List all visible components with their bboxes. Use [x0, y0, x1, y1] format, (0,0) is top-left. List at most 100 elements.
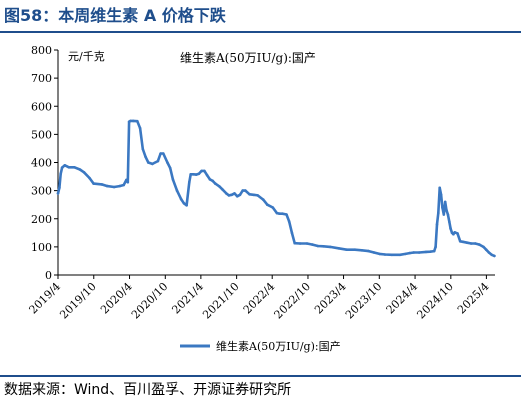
legend: 维生素A(50万IU/g):国产: [180, 339, 341, 353]
x-tick-label: 2019/10: [57, 280, 99, 322]
data-point: [383, 253, 387, 256]
data-point: [125, 178, 128, 182]
data-point: [197, 172, 201, 176]
y-tick-label: 200: [31, 213, 52, 226]
y-axis: 0 100 200 300 400 500 600 700 800: [31, 44, 59, 282]
data-point: [220, 187, 224, 191]
y-tick-label: 400: [31, 157, 52, 170]
data-point: [298, 242, 302, 245]
data-point: [82, 171, 86, 174]
data-point: [493, 254, 496, 258]
data-point: [449, 227, 452, 230]
data-point: [281, 212, 284, 215]
data-point: [478, 243, 481, 246]
data-point: [390, 253, 394, 257]
data-point: [205, 173, 209, 177]
series-line: [56, 119, 496, 258]
data-point: [227, 194, 231, 197]
data-point: [218, 185, 221, 188]
data-point: [458, 240, 462, 243]
data-point: [266, 203, 269, 206]
data-point: [353, 248, 357, 251]
data-point: [73, 166, 76, 169]
data-point: [100, 183, 104, 186]
data-point: [453, 231, 457, 234]
data-point: [490, 253, 494, 257]
data-point: [151, 162, 154, 166]
data-point: [322, 245, 325, 248]
data-point: [126, 180, 130, 184]
data-point: [487, 251, 491, 254]
data-point: [214, 182, 217, 185]
data-point: [328, 245, 332, 249]
data-point: [435, 223, 439, 226]
data-point: [469, 242, 473, 245]
data-point: [208, 178, 212, 181]
x-tick-label: 2020/10: [129, 280, 171, 322]
data-point: [211, 179, 214, 183]
data-point: [182, 202, 186, 205]
data-point: [442, 213, 446, 216]
y-tick-label: 500: [31, 128, 52, 141]
data-point: [461, 240, 465, 244]
data-point: [141, 147, 145, 151]
series-annotation: 维生素A(50万IU/g):国产: [180, 51, 316, 65]
y-tick-label: 800: [31, 44, 52, 57]
data-point: [443, 200, 447, 204]
x-tick-label: 2025/4: [455, 280, 492, 317]
data-point: [360, 249, 364, 252]
x-tick-label: 2021/10: [200, 280, 242, 322]
legend-label: 维生素A(50万IU/g):国产: [216, 339, 341, 353]
x-tick-label: 2022/10: [272, 280, 314, 322]
y-tick-label: 100: [31, 241, 52, 254]
data-point: [482, 245, 485, 249]
data-point: [256, 194, 260, 197]
data-point: [156, 159, 160, 163]
data-point: [78, 168, 82, 171]
data-point: [456, 232, 459, 235]
data-point: [448, 220, 451, 223]
data-point: [238, 193, 242, 197]
data-point: [233, 192, 236, 195]
data-point: [200, 169, 203, 173]
y-tick-label: 700: [31, 72, 52, 85]
data-point: [437, 211, 440, 215]
data-point: [271, 206, 275, 209]
data-point: [92, 182, 95, 185]
data-point: [106, 184, 109, 188]
data-point: [445, 209, 448, 212]
data-point: [185, 204, 188, 207]
data-point: [122, 183, 125, 187]
data-point: [171, 178, 175, 181]
data-point: [248, 193, 251, 196]
data-point: [424, 250, 428, 254]
data-point: [59, 172, 62, 176]
data-point: [412, 251, 416, 254]
data-point: [118, 184, 121, 188]
data-point: [56, 192, 60, 195]
data-point: [474, 242, 477, 245]
data-point: [316, 244, 320, 248]
data-point: [434, 245, 437, 249]
x-tick-label: 2024/10: [414, 280, 456, 322]
figure-source: 数据来源：Wind、百川盈孚、开源证券研究所: [4, 382, 292, 398]
data-point: [285, 213, 288, 216]
data-point: [159, 152, 162, 155]
title-divider: [0, 31, 521, 33]
data-point: [175, 189, 179, 192]
data-point: [404, 252, 407, 256]
data-point: [188, 180, 191, 184]
data-point: [484, 248, 488, 251]
data-point: [408, 251, 411, 255]
data-point: [432, 249, 436, 253]
data-point: [144, 155, 147, 159]
figure-title: 图58：本周维生素 A 价格下跌: [4, 6, 226, 25]
data-point: [337, 247, 340, 250]
data-point: [225, 192, 228, 195]
data-point: [189, 173, 192, 176]
data-point: [179, 197, 183, 201]
data-point: [67, 166, 71, 169]
source-divider: [0, 375, 521, 377]
